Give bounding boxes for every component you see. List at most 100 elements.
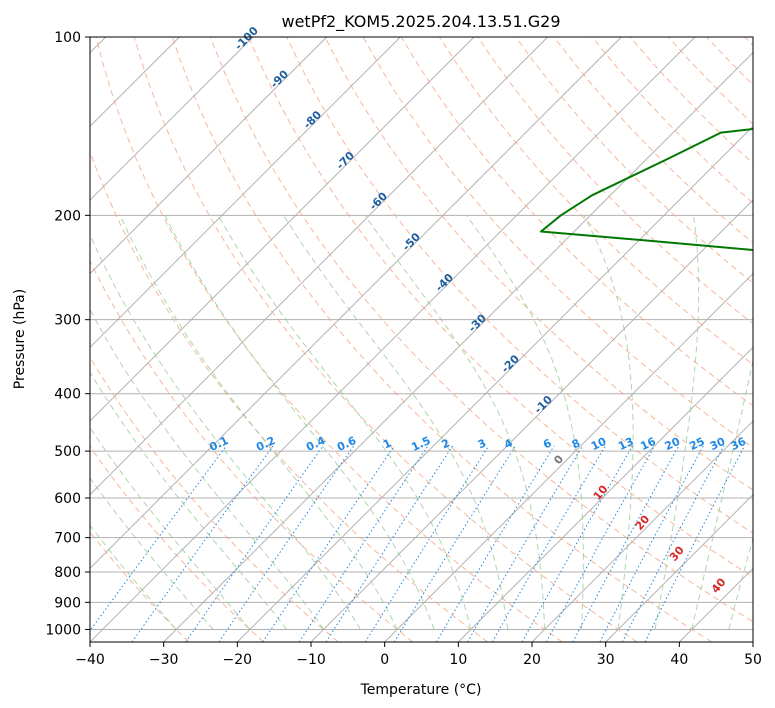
isotherm-label: -30 xyxy=(466,311,489,334)
y-tick-label: 1000 xyxy=(45,622,81,638)
dry-adiabat-line xyxy=(210,37,753,623)
plot-frame xyxy=(89,36,754,643)
dry-adiabat-line xyxy=(286,37,753,534)
x-axis: −40 −30 −20 −10 0 10 20 30 40 50 xyxy=(75,642,762,668)
dry-adiabat-line xyxy=(90,259,414,642)
y-tick-label: 500 xyxy=(54,444,81,460)
mixing-ratio-line xyxy=(621,445,725,642)
x-tick-label: 20 xyxy=(523,652,541,668)
moist-adiabat-line xyxy=(217,215,472,630)
moist-adiabat-line xyxy=(654,215,700,630)
isotherm-label: -80 xyxy=(301,108,324,131)
isotherm-label: -40 xyxy=(433,271,456,294)
mixing-ratio-line xyxy=(131,445,274,642)
x-tick-label: 30 xyxy=(597,652,615,668)
moist-adiabat-line xyxy=(90,477,214,630)
y-axis-label: Pressure (hPa) xyxy=(12,289,28,389)
background-lines xyxy=(90,37,753,642)
isotherm-label: -60 xyxy=(367,189,390,212)
y-tick-label: 200 xyxy=(54,208,81,224)
moist-adiabat-line xyxy=(466,215,584,630)
dry-adiabat-label: 10 xyxy=(591,482,611,502)
dry-adiabat-line xyxy=(90,531,190,642)
dry-adiabat-line xyxy=(171,37,712,642)
dry-adiabat-label: 40 xyxy=(709,575,729,595)
x-tick-label: −40 xyxy=(75,652,105,668)
moist-adiabat-line xyxy=(90,524,177,630)
dry-adiabat-line xyxy=(706,37,753,86)
x-tick-label: −30 xyxy=(149,652,179,668)
isotherm-line xyxy=(605,494,753,642)
mixing-ratio-label: 36 xyxy=(729,435,749,453)
mixing-ratio-label: 20 xyxy=(663,435,683,453)
isotherm-label: -50 xyxy=(400,230,423,253)
y-tick-label: 100 xyxy=(54,30,81,46)
mixing-ratio-label: 8 xyxy=(570,436,582,451)
isotherm-label: -20 xyxy=(499,352,522,375)
x-tick-label: 10 xyxy=(449,652,467,668)
mixing-ratio-line xyxy=(364,445,490,642)
dry-adiabat-line xyxy=(553,37,753,244)
moist-adiabat-line xyxy=(90,233,361,630)
x-axis-label: Temperature (°C) xyxy=(360,682,482,698)
isotherm-line xyxy=(384,273,753,642)
isotherm-line xyxy=(531,420,753,642)
mixing-ratio-line xyxy=(572,445,680,642)
mixing-ratio-line xyxy=(298,445,429,642)
moist-adiabat-line xyxy=(90,308,325,630)
dry-adiabat-line xyxy=(90,356,339,642)
moist-adiabat-line xyxy=(119,215,398,630)
mixing-ratio-label: 13 xyxy=(616,435,635,453)
y-tick-label: 600 xyxy=(54,491,81,507)
x-tick-label: 50 xyxy=(744,652,762,668)
moist-adiabat-line xyxy=(583,215,634,630)
dry-adiabat-line xyxy=(515,37,753,284)
dry-adiabat-line xyxy=(248,37,753,578)
dry-adiabat-line xyxy=(95,37,563,642)
mixing-ratio-label: 10 xyxy=(589,435,609,453)
moist-adiabat-line xyxy=(90,371,288,630)
dry-adiabat-line xyxy=(133,37,638,642)
x-tick-label: −20 xyxy=(223,652,253,668)
isotherm-line xyxy=(90,37,548,496)
dewpoint-profile-line xyxy=(540,127,753,251)
moist-adiabat-line xyxy=(691,358,753,630)
isotherm-line xyxy=(90,37,327,275)
isotherm-line xyxy=(237,125,753,642)
isotherm-line xyxy=(90,37,622,569)
x-tick-label: 40 xyxy=(670,652,688,668)
isotherm-line xyxy=(679,567,753,642)
moist-adiabat-line xyxy=(164,215,435,630)
mixing-ratio-line xyxy=(262,445,395,642)
isotherm-line xyxy=(163,52,753,642)
isotherm-label: -70 xyxy=(334,149,357,172)
isotherm-line xyxy=(90,37,475,422)
isotherm-line xyxy=(90,37,401,348)
y-tick-label: 700 xyxy=(54,531,81,547)
mixing-ratio-line xyxy=(218,445,355,642)
mixing-ratio-label: 16 xyxy=(638,435,658,453)
mixing-ratio-label: 3 xyxy=(476,436,488,451)
dry-adiabat-line xyxy=(324,37,753,491)
isotherm-line xyxy=(458,346,753,642)
mixing-ratio-label: 30 xyxy=(708,435,728,453)
dry-adiabat-label: 20 xyxy=(633,512,653,532)
isotherm-line xyxy=(752,641,753,642)
mixing-ratio-line xyxy=(90,445,227,632)
mixing-ratio-line xyxy=(185,445,324,642)
mixing-ratio-line xyxy=(393,445,516,642)
isotherm-line xyxy=(90,37,696,642)
profile-lines xyxy=(540,127,753,251)
mixing-ratio-label: 1 xyxy=(381,436,393,451)
x-tick-label: −10 xyxy=(296,652,326,668)
mixing-ratio-line xyxy=(545,445,656,642)
y-tick-label: 800 xyxy=(54,565,81,581)
mixing-ratio-label: 25 xyxy=(687,435,706,453)
mixing-ratio-line xyxy=(644,445,746,642)
moist-adiabat-line xyxy=(364,215,546,630)
isotherm-label: -100 xyxy=(232,24,261,53)
isotherm-label: -10 xyxy=(532,393,555,416)
mixing-ratio-line xyxy=(325,445,454,642)
y-tick-label: 400 xyxy=(54,387,81,403)
